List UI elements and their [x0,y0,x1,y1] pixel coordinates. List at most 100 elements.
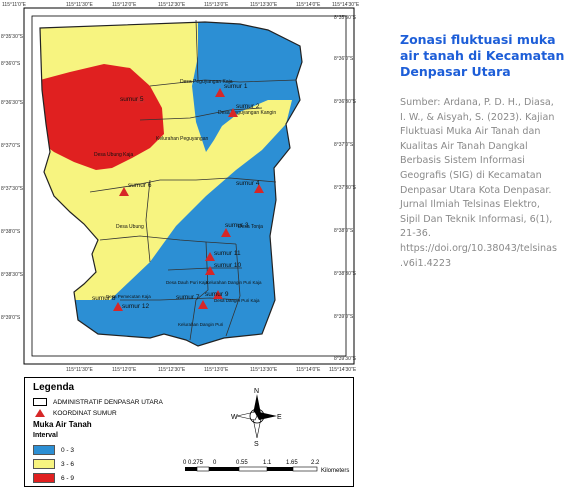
well-marker[interactable] [221,228,231,237]
legend-panel: Legenda ADMINISTRATIF DENPASAR UTARA KOO… [24,377,354,487]
well-marker[interactable] [119,187,129,196]
admin-boundary-symbol [33,398,47,406]
right-tick: 8°39'30"S [334,356,357,362]
left-tick: 8°36'0"S [1,61,21,67]
well-label: sumur 4 [236,180,260,187]
swatch-0-3 [33,445,55,455]
zone-6-9 [40,64,164,170]
swatch-6-9 [33,473,55,483]
right-tick: 8°38'0"S [334,228,354,234]
well-marker[interactable] [213,290,223,299]
top-tick: 115°11'30"E [66,2,93,8]
well-triangle-icon [35,409,45,417]
well-label: sumur 9 [205,291,229,298]
well-marker[interactable] [198,300,208,309]
well-label: sumur 2 [236,103,260,110]
left-tick: 8°37'0"S [1,143,21,149]
top-tick: 115°13'0"E [204,2,229,8]
bottom-tick: 115°14'0"E [296,367,321,372]
top-tick: 115°14'0"E [296,2,321,8]
village-label: Kelurahan Peguyangan [156,136,208,142]
well-label: sumur 12 [122,303,149,310]
village-label: Desa Ubung [116,224,144,230]
well-marker[interactable] [254,184,264,193]
interval-label: 6 - 9 [61,474,75,482]
scale-tick: 0.55 [236,460,248,466]
map-panel: 115°11'0"E 115°11'30"E 115°12'0"E 115°12… [1,2,360,372]
well-marker[interactable] [228,108,238,117]
bottom-tick: 115°12'30"E [158,367,186,372]
compass-n: N [254,388,259,395]
top-tick: 115°12'30"E [158,2,186,8]
right-tick: 8°38'30"S [334,271,357,277]
compass-rose-icon: N S W E [231,388,282,446]
well-marker[interactable] [205,252,215,261]
legend-title: Legenda [33,382,75,393]
right-tick: 8°36'0"S [334,56,354,62]
right-ticks: 8°35'30"S 8°36'0"S 8°36'30"S 8°37'0"S 8°… [334,15,357,362]
left-tick: 8°36'30"S [1,100,24,106]
legend-admin-label: ADMINISTRATIF DENPASAR UTARA [53,398,163,406]
well-label: sumur 6 [128,182,152,189]
scale-tick: 0 [213,460,217,466]
right-tick: 8°37'0"S [334,142,354,148]
well-markers: sumur 1 sumur 2 sumur 5 sumur 6 sumur 4 … [92,83,264,311]
well-label: sumur 5 [120,96,144,103]
legend-well-label: KOORDINAT SUMUR [53,409,117,417]
top-ticks: 115°11'30"E 115°12'0"E 115°12'30"E 115°1… [66,2,360,8]
well-marker[interactable] [135,94,145,103]
scale-tick: 1.1 [263,460,272,466]
bottom-tick: 115°12'0"E [112,367,137,372]
village-label: Desa Pemecutan Kaja [106,294,151,299]
well-label: sumur 10 [214,262,241,269]
right-tick: 8°36'30"S [334,99,357,105]
left-tick: 8°37'30"S [1,186,24,192]
village-label: Desa Dauh Puri Kaja [166,280,209,285]
scale-tick: 0 0.275 [183,460,204,466]
well-marker[interactable] [215,88,225,97]
legend-interval-label: Interval [33,432,58,439]
village-label: Desa Dangin Puri Kaja [214,298,260,303]
swatch-3-6 [33,459,55,469]
bottom-ticks: 115°11'30"E 115°12'0"E 115°12'30"E 115°1… [66,367,357,372]
top-left-tick: 115°11'0"E [2,2,27,8]
legend-admin-row: ADMINISTRATIF DENPASAR UTARA [33,398,163,406]
village-label: Desa Peguyangan Kangin [218,110,276,116]
right-tick: 8°37'30"S [334,185,357,191]
right-tick: 8°35'30"S [334,15,357,21]
source-citation: Sumber: Ardana, P. D. H., Diasa, I. W., … [400,97,557,269]
bottom-tick: 115°13'0"E [204,367,229,372]
legend-interval-row: 6 - 9 [33,473,74,483]
compass-e: E [277,414,282,421]
top-tick: 115°12'0"E [112,2,137,8]
legend-interval-row: 0 - 3 [33,445,74,455]
page-title: Zonasi fluktuasi muka air tanah di Kecam… [400,32,565,79]
left-tick: 8°35'30"S [1,34,24,40]
legend-well-row: KOORDINAT SUMUR [33,409,117,417]
compass-w: W [231,414,238,421]
zone-0-3 [60,22,302,346]
right-tick: 8°39'0"S [334,314,354,320]
bottom-tick: 115°14'30"E [329,367,357,372]
village-label: Kelurahan Dangin Puri [178,322,223,327]
zone-layer [40,22,302,346]
village-boundaries [89,19,297,341]
well-label: sumur 8 [92,295,116,302]
well-label: sumur 3 [225,222,249,229]
interval-label: 0 - 3 [61,446,75,454]
village-label: Kelurahan Dangin Puri Kaja [206,280,262,285]
district-boundary [39,21,303,347]
left-tick: 8°38'30"S [1,272,24,278]
scale-tick: 2.2 [311,460,320,466]
well-marker[interactable] [205,266,215,275]
scale-unit: Kilometers [321,468,349,474]
legend-interval-row: 3 - 6 [33,459,74,469]
village-label: Desa Peguyangan Kaja [180,79,233,85]
village-label: Desa Tonja [238,224,263,230]
left-tick: 8°39'0"S [1,315,21,321]
well-label: sumur 11 [214,250,241,257]
interval-label: 3 - 6 [61,460,75,468]
left-ticks: 8°35'30"S 8°36'0"S 8°36'30"S 8°37'0"S 8°… [1,34,24,321]
scale-bar: 0 0.275 0 0.55 1.1 1.65 2.2 Kilometers [183,460,349,474]
well-marker[interactable] [113,302,123,311]
